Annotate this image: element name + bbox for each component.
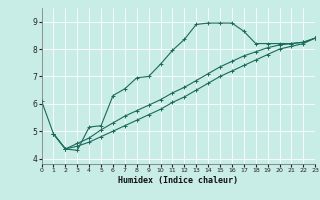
X-axis label: Humidex (Indice chaleur): Humidex (Indice chaleur)	[118, 176, 238, 185]
